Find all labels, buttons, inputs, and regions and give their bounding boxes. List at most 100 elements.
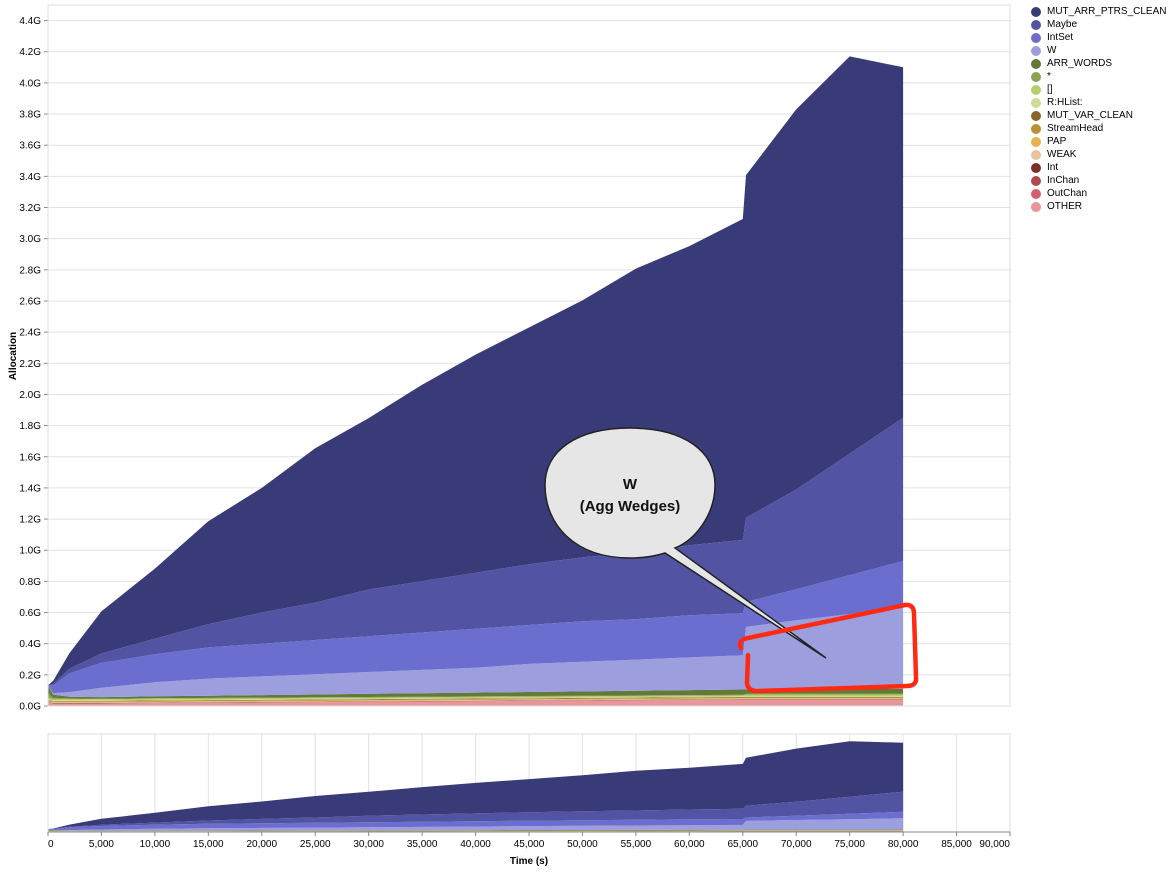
legend-item[interactable]: * [1031,70,1169,83]
legend-item[interactable]: [] [1031,83,1169,96]
callout-bubble [544,427,827,659]
y-tick-label: 4.4G [19,16,41,27]
legend-swatch [1031,201,1041,212]
legend-item[interactable]: Maybe [1031,18,1169,31]
x-tick-label: 50,000 [567,839,598,850]
legend-swatch [1031,58,1041,69]
legend-label: IntSet [1047,32,1074,43]
legend-label: * [1047,71,1051,82]
y-tick-label: 0.2G [19,670,41,681]
area-star[interactable] [48,694,904,701]
legend-item[interactable]: W [1031,44,1169,57]
y-tick-label: 1.2G [19,515,41,526]
area-arr-words[interactable] [48,685,904,699]
area-w[interactable] [48,607,904,698]
area-outchan[interactable] [48,699,904,704]
legend-item[interactable]: MUT_ARR_PTRS_CLEAN [1031,5,1169,18]
overview-x-axis: 0 5,000 10,000 15,000 20,000 25,000 30,000 35,0… [47,831,1011,850]
legend-item[interactable]: R:HList: [1031,96,1169,109]
area-weak[interactable] [48,698,904,703]
legend-swatch [1031,123,1041,134]
legend-item[interactable]: OTHER [1031,200,1169,213]
overview-areas[interactable] [48,741,904,832]
legend-item[interactable]: WEAK [1031,148,1169,161]
y-tick-label: 1.4G [19,483,41,494]
area-pap[interactable] [48,698,904,703]
y-tick-label: 4.0G [19,78,41,89]
x-axis-title: Time (s) [510,856,548,867]
overview-area-mut-arr-ptrs-clean [48,741,904,830]
legend-swatch [1031,32,1041,43]
y-tick-label: 0.6G [19,608,41,619]
y-tick-label: 2.6G [19,296,41,307]
area-int[interactable] [48,699,904,704]
legend-item[interactable]: StreamHead [1031,122,1169,135]
y-tick-label: 3.4G [19,172,41,183]
legend-item[interactable]: InChan [1031,174,1169,187]
x-tick-label: 25,000 [300,839,331,850]
x-tick-label: 60,000 [674,839,705,850]
overview-area-streamhead [48,830,904,832]
overview-area-pap [48,830,904,832]
legend-swatch [1031,84,1041,95]
main-plot-frame [47,4,1011,707]
x-tick-label: 10,000 [140,839,171,850]
legend-label: Maybe [1047,19,1078,30]
legend-item[interactable]: Int [1031,161,1169,174]
overview-area-weak [48,831,904,832]
x-tick-label: 65,000 [727,839,758,850]
legend-swatch [1031,136,1041,147]
legend-swatch [1031,19,1041,30]
x-tick-label: 40,000 [460,839,491,850]
y-tick-label: 1.0G [19,546,41,557]
legend-swatch [1031,175,1041,186]
y-axis-title: Allocation [8,332,19,380]
legend-item[interactable]: OutChan [1031,187,1169,200]
y-tick-label: 1.6G [19,452,41,463]
overview-area-w [48,818,904,831]
y-tick-label: 1.8G [19,421,41,432]
area-maybe[interactable] [48,417,904,686]
main-areas[interactable] [48,56,904,706]
x-tick-label: 75,000 [834,839,865,850]
legend-label: OutChan [1047,188,1088,199]
legend-item[interactable]: IntSet [1031,31,1169,44]
legend-label: W [1047,45,1057,56]
area-other[interactable] [48,699,904,706]
legend-item[interactable]: MUT_VAR_CLEAN [1031,109,1169,122]
legend-item[interactable]: ARR_WORDS [1031,57,1169,70]
overview-area-int [48,831,904,832]
y-tick-label: 0.8G [19,577,41,588]
legend-label: [] [1047,84,1053,95]
y-tick-label: 2.0G [19,390,41,401]
area-inchan[interactable] [48,699,904,704]
y-tick-label: 3.2G [19,203,41,214]
legend-label: ARR_WORDS [1047,58,1113,69]
overview-area-maybe [48,791,904,830]
area-star[interactable] [48,693,904,700]
legend-label: StreamHead [1047,123,1104,134]
legend-swatch [1031,188,1041,199]
x-tick-label: 55,000 [621,839,652,850]
legend-swatch [1031,45,1041,56]
x-tick-label: 20,000 [246,839,277,850]
x-tick-label: 45,000 [514,839,545,850]
overview-area-star [48,830,904,832]
legend-label: R:HList: [1047,97,1083,108]
overview-area-intset [48,811,904,831]
area-streamhead[interactable] [48,697,904,702]
area-r-hlist[interactable] [48,696,904,701]
legend-label: WEAK [1047,149,1077,160]
x-tick-label: 0 [48,839,54,850]
callout-annotation: W (Agg Wedges) [544,427,919,694]
area-mut-var-clean[interactable] [48,697,904,702]
x-tick-label: 5,000 [89,839,114,850]
legend-label: Int [1047,162,1059,173]
callout-line1: W [623,476,638,493]
y-tick-label: 3.0G [19,234,41,245]
w-highlight-outline [737,602,919,694]
area-intset[interactable] [48,561,904,694]
x-tick-label: 15,000 [193,839,224,850]
legend-label: OTHER [1047,201,1082,212]
legend-item[interactable]: PAP [1031,135,1169,148]
